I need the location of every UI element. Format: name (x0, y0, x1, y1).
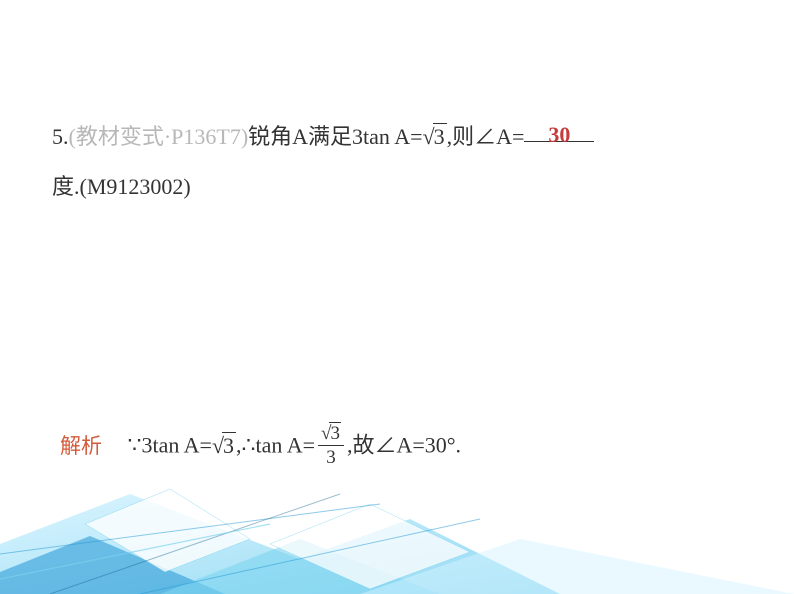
question-line-1: 5.(教材变式·P136T7)锐角A满足3tan A=√3,则∠A=30 (52, 116, 742, 158)
question-block: 5.(教材变式·P136T7)锐角A满足3tan A=√3,则∠A=30 度.(… (52, 116, 742, 208)
sqrt-3: √3 (423, 116, 447, 158)
sol-part1: 3tan A= (142, 433, 212, 458)
fraction-denominator: 3 (318, 446, 344, 467)
question-line-2: 度.(M9123002) (52, 166, 742, 208)
decorative-footer (0, 484, 794, 594)
sol-sqrt-3a: √3 (212, 433, 236, 459)
fraction-numerator: √3 (318, 424, 344, 446)
sol-conclusion: 故∠A=30°. (352, 433, 461, 458)
because-symbol: ∵ (128, 433, 142, 458)
solution-block: 解析 ∵3tan A=√3,∴tan A= √3 3 ,故∠A=30°. (60, 426, 740, 469)
question-source: (教材变式·P136T7) (69, 124, 249, 149)
answer-value: 30 (548, 122, 570, 147)
question-text-before: 锐角A满足3tan A= (248, 124, 422, 149)
slide-page: { "question": { "number": "5.", "source"… (0, 0, 794, 594)
sqrt-argument: 3 (329, 422, 341, 444)
sqrt-argument: 3 (433, 123, 447, 149)
solution-label: 解析 (60, 434, 102, 458)
question-text-after: ,则∠A= (447, 124, 525, 149)
fraction-sqrt3-over-3: √3 3 (318, 424, 344, 467)
therefore-symbol: ∴ (242, 433, 256, 458)
question-number: 5. (52, 124, 69, 149)
sqrt-argument: 3 (222, 432, 236, 458)
sol-part2: tan A= (256, 433, 315, 458)
answer-blank: 30 (524, 116, 594, 142)
